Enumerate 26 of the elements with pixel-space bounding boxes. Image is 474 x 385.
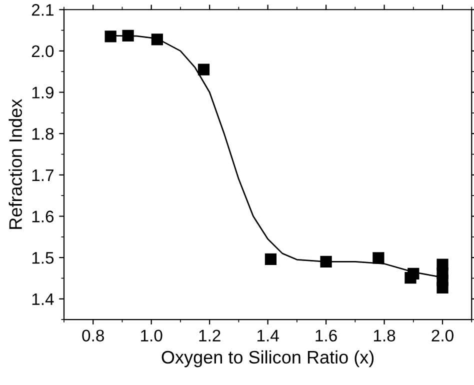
x-tick-label: 1.8: [374, 330, 396, 342]
point: [320, 256, 332, 268]
y-tick-label: 1.5: [32, 252, 54, 264]
y-tick-label: 2.0: [32, 45, 54, 58]
y-tick-label: 1.8: [32, 128, 54, 140]
y-tick-label: 2.1: [32, 4, 54, 16]
point: [264, 253, 277, 266]
y-tick-label: 1.6: [32, 210, 54, 222]
point: [372, 252, 384, 264]
point: [151, 34, 163, 46]
x-tick-label: 1.2: [199, 330, 220, 342]
point: [436, 282, 448, 294]
y-tick-label: 1.4: [32, 293, 54, 305]
x-tick-label: 0.8: [82, 330, 104, 342]
y-tick-label: 1.9: [32, 86, 54, 98]
point: [122, 30, 134, 42]
point: [408, 268, 420, 280]
point: [198, 64, 210, 76]
x-tick-label: 1.6: [316, 330, 337, 342]
x-axis-title: Oxygen to Silicon Ratio (x): [162, 350, 374, 368]
y-axis-title: Refraction Index: [8, 99, 22, 229]
point: [104, 30, 116, 42]
x-tick-label: 1.4: [257, 330, 279, 342]
x-tick-label: 1.0: [141, 330, 162, 342]
x-tick-label: 2.0: [432, 330, 454, 342]
y-tick-label: 1.7: [32, 169, 54, 181]
